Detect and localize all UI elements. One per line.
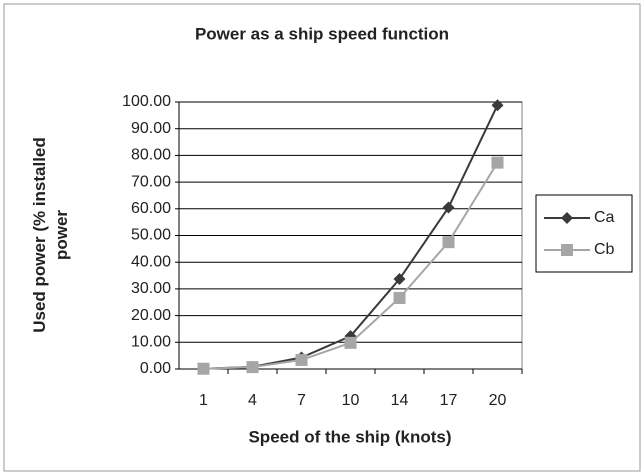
y-axis-label: Used power (% installed power	[30, 137, 71, 333]
x-axis-label: Speed of the ship (knots)	[248, 427, 451, 446]
y-tick-label: 30.00	[131, 280, 171, 297]
y-tick-label: 60.00	[131, 200, 171, 217]
x-tick-label: 10	[342, 392, 360, 409]
y-tick-label: 80.00	[131, 147, 171, 164]
marker	[442, 201, 455, 214]
marker	[344, 336, 357, 349]
chart-title: Power as a ship speed function	[195, 24, 449, 43]
y-tick-label: 10.00	[131, 334, 171, 351]
x-tick-label: 4	[248, 392, 257, 409]
marker	[393, 291, 406, 304]
marker	[491, 99, 504, 112]
marker	[393, 273, 406, 286]
legend-label: Ca	[594, 209, 615, 226]
y-tick-label: 90.00	[131, 120, 171, 137]
y-tick-label: 40.00	[131, 253, 171, 270]
marker	[491, 156, 504, 169]
marker	[295, 353, 308, 366]
legend-box	[535, 194, 633, 273]
x-tick-label: 14	[391, 392, 409, 409]
y-tick-label: 100.00	[122, 93, 171, 110]
marker	[197, 362, 210, 375]
x-tick-label: 20	[489, 392, 507, 409]
x-tick-label: 7	[297, 392, 306, 409]
marker	[561, 244, 573, 256]
marker	[246, 361, 259, 374]
y-tick-label: 70.00	[131, 173, 171, 190]
x-tick-label: 17	[440, 392, 458, 409]
legend-label: Cb	[594, 241, 615, 258]
y-tick-label: 50.00	[131, 227, 171, 244]
marker	[442, 236, 455, 249]
y-tick-label: 20.00	[131, 307, 171, 324]
x-tick-label: 1	[199, 392, 208, 409]
y-tick-label: 0.00	[140, 360, 171, 377]
marker	[561, 212, 573, 224]
